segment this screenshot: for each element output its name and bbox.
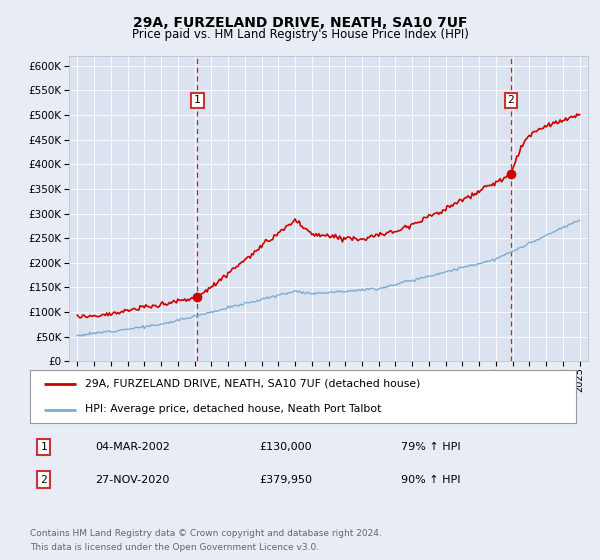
Text: HPI: Average price, detached house, Neath Port Talbot: HPI: Average price, detached house, Neat…	[85, 404, 381, 414]
Text: 1: 1	[194, 95, 201, 105]
Text: This data is licensed under the Open Government Licence v3.0.: This data is licensed under the Open Gov…	[30, 543, 319, 552]
Text: 2: 2	[40, 474, 47, 484]
Text: Price paid vs. HM Land Registry's House Price Index (HPI): Price paid vs. HM Land Registry's House …	[131, 28, 469, 41]
Text: £379,950: £379,950	[259, 474, 313, 484]
Text: 04-MAR-2002: 04-MAR-2002	[95, 442, 170, 452]
Text: 1: 1	[40, 442, 47, 452]
Text: 29A, FURZELAND DRIVE, NEATH, SA10 7UF: 29A, FURZELAND DRIVE, NEATH, SA10 7UF	[133, 16, 467, 30]
Text: 2: 2	[508, 95, 514, 105]
Text: Contains HM Land Registry data © Crown copyright and database right 2024.: Contains HM Land Registry data © Crown c…	[30, 529, 382, 538]
Text: 79% ↑ HPI: 79% ↑ HPI	[401, 442, 461, 452]
Text: 29A, FURZELAND DRIVE, NEATH, SA10 7UF (detached house): 29A, FURZELAND DRIVE, NEATH, SA10 7UF (d…	[85, 379, 420, 389]
Text: 90% ↑ HPI: 90% ↑ HPI	[401, 474, 461, 484]
Text: £130,000: £130,000	[259, 442, 312, 452]
Text: 27-NOV-2020: 27-NOV-2020	[95, 474, 170, 484]
